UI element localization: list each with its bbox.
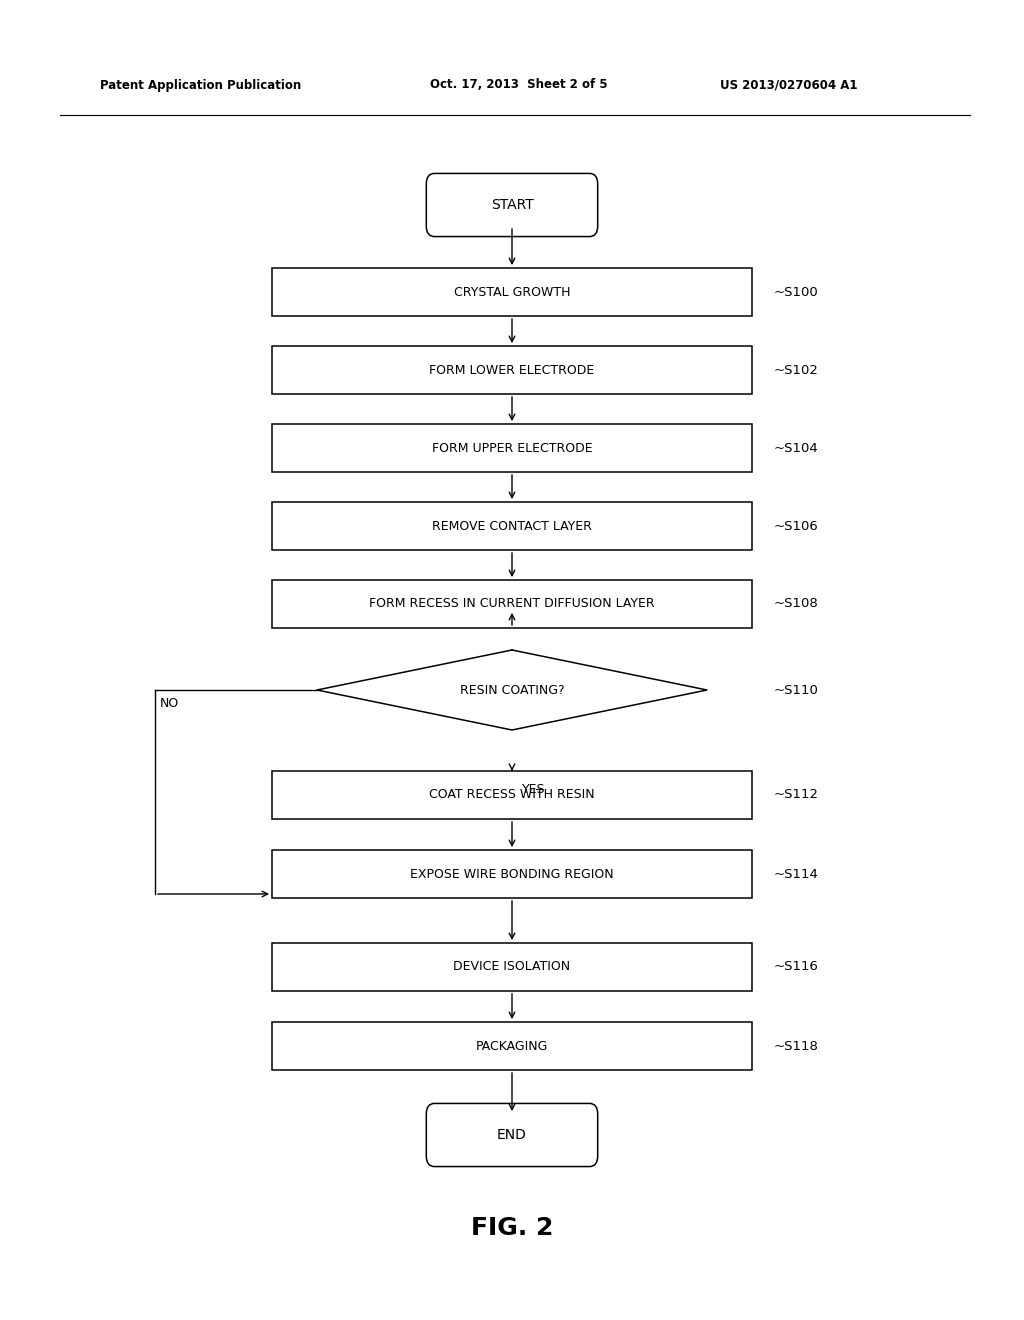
FancyBboxPatch shape: [426, 173, 598, 236]
FancyBboxPatch shape: [272, 346, 752, 393]
Text: ~S114: ~S114: [774, 867, 819, 880]
Text: Patent Application Publication: Patent Application Publication: [100, 78, 301, 91]
FancyBboxPatch shape: [272, 424, 752, 473]
FancyBboxPatch shape: [426, 1104, 598, 1167]
Text: FORM UPPER ELECTRODE: FORM UPPER ELECTRODE: [432, 441, 592, 454]
FancyBboxPatch shape: [272, 942, 752, 991]
Text: REMOVE CONTACT LAYER: REMOVE CONTACT LAYER: [432, 520, 592, 532]
Text: ~S108: ~S108: [774, 598, 819, 610]
Text: Oct. 17, 2013  Sheet 2 of 5: Oct. 17, 2013 Sheet 2 of 5: [430, 78, 607, 91]
FancyBboxPatch shape: [272, 1022, 752, 1071]
Polygon shape: [317, 649, 707, 730]
Text: ~S102: ~S102: [774, 363, 819, 376]
Text: YES: YES: [522, 783, 546, 796]
Text: ~S116: ~S116: [774, 961, 819, 973]
FancyBboxPatch shape: [272, 579, 752, 628]
Text: ~S104: ~S104: [774, 441, 819, 454]
Text: FIG. 2: FIG. 2: [471, 1216, 553, 1239]
Text: FORM LOWER ELECTRODE: FORM LOWER ELECTRODE: [429, 363, 595, 376]
Text: DEVICE ISOLATION: DEVICE ISOLATION: [454, 961, 570, 973]
Text: ~S106: ~S106: [774, 520, 819, 532]
FancyBboxPatch shape: [272, 502, 752, 550]
Text: EXPOSE WIRE BONDING REGION: EXPOSE WIRE BONDING REGION: [411, 867, 613, 880]
Text: ~S112: ~S112: [774, 788, 819, 801]
Text: NO: NO: [160, 697, 179, 710]
FancyBboxPatch shape: [272, 268, 752, 315]
Text: ~S110: ~S110: [774, 684, 819, 697]
Text: START: START: [490, 198, 534, 213]
Text: FORM RECESS IN CURRENT DIFFUSION LAYER: FORM RECESS IN CURRENT DIFFUSION LAYER: [370, 598, 654, 610]
Text: ~S118: ~S118: [774, 1040, 819, 1052]
Text: ~S100: ~S100: [774, 285, 819, 298]
Text: END: END: [497, 1129, 527, 1142]
Text: CRYSTAL GROWTH: CRYSTAL GROWTH: [454, 285, 570, 298]
Text: COAT RECESS WITH RESIN: COAT RECESS WITH RESIN: [429, 788, 595, 801]
FancyBboxPatch shape: [272, 771, 752, 818]
Text: US 2013/0270604 A1: US 2013/0270604 A1: [720, 78, 857, 91]
Text: RESIN COATING?: RESIN COATING?: [460, 684, 564, 697]
FancyBboxPatch shape: [272, 850, 752, 898]
Text: PACKAGING: PACKAGING: [476, 1040, 548, 1052]
